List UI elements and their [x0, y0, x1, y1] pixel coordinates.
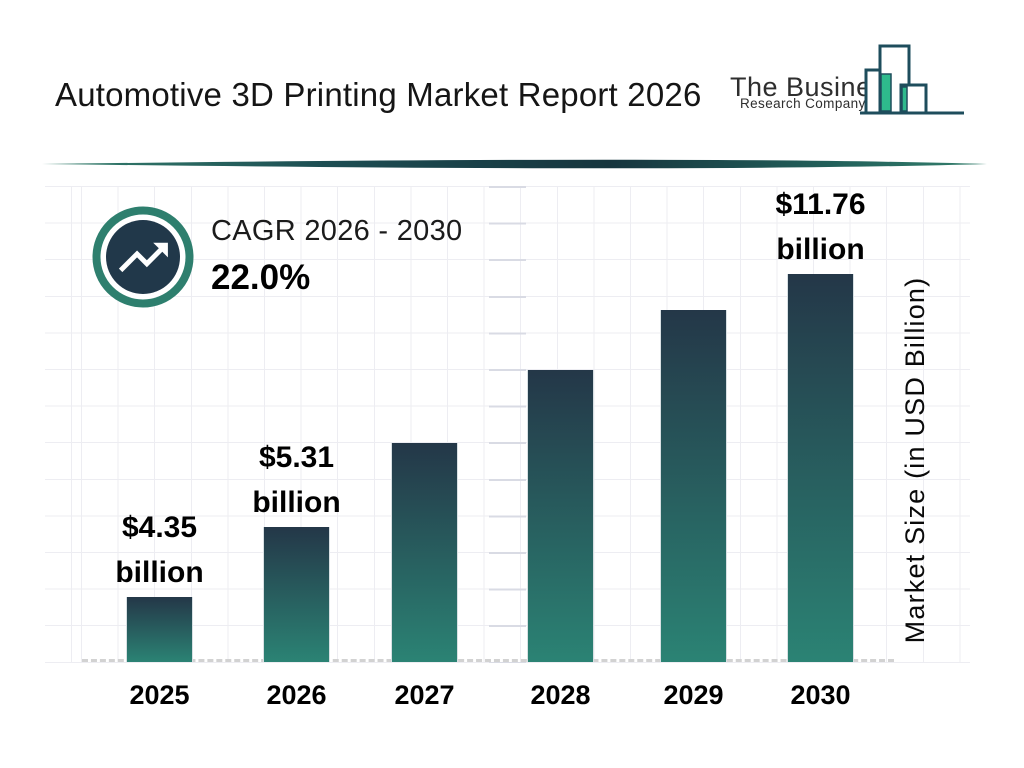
x-tick-label-2029: 2029	[663, 680, 724, 710]
bar-value-label-2025: $4.35 billion	[115, 511, 204, 589]
x-axis-baseline	[82, 659, 894, 662]
logo-subname: Research Company	[740, 96, 866, 111]
bar-2029	[660, 310, 727, 662]
x-tick-label-2025: 2025	[129, 680, 190, 710]
company-logo: The Business Research Company	[728, 36, 988, 128]
logo-skyline-icon	[860, 44, 964, 115]
bar-2028	[527, 370, 594, 662]
growth-trend-icon	[92, 206, 194, 308]
cagr-label: CAGR 2026 - 2030	[211, 215, 463, 247]
bar-2025	[126, 597, 193, 662]
bar-2027	[391, 443, 458, 662]
x-tick-label-2027: 2027	[394, 680, 455, 710]
x-tick-label-2030: 2030	[790, 680, 851, 710]
page-title: Automotive 3D Printing Market Report 202…	[55, 76, 702, 114]
header-divider	[42, 159, 987, 169]
y-axis-ticks	[489, 186, 526, 663]
bar-value-label-2030: $11.76 billion	[775, 188, 866, 266]
y-axis-title: Market Size (in USD Billion)	[900, 276, 930, 644]
x-tick-label-2028: 2028	[530, 680, 591, 710]
bar-2026	[263, 527, 330, 662]
bar-value-label-2026: $5.31 billion	[252, 441, 341, 519]
cagr-value: 22.0%	[211, 258, 311, 297]
bar-2030	[787, 274, 854, 662]
x-tick-label-2026: 2026	[266, 680, 327, 710]
